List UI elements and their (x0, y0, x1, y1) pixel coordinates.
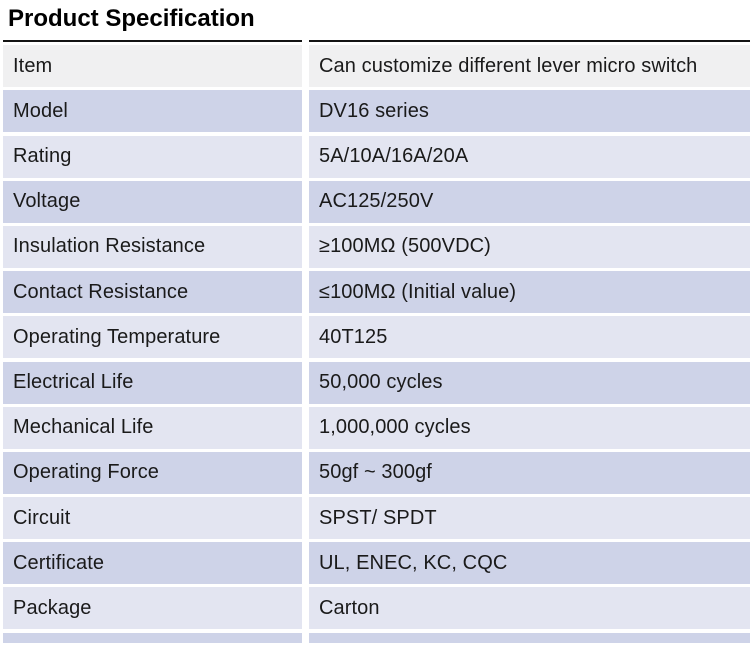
table-row-clipped (3, 632, 750, 643)
table-row-electrical-life: Electrical Life 50,000 cycles (3, 361, 750, 404)
spec-value: DV16 series (309, 90, 750, 133)
spec-label: Package (3, 587, 302, 630)
spec-value: 50,000 cycles (309, 361, 750, 404)
spec-value: SPST/ SPDT (309, 497, 750, 540)
spec-label: Model (3, 90, 302, 133)
spec-label: Circuit (3, 497, 302, 540)
table-row-insulation-resistance: Insulation Resistance ≥100MΩ (500VDC) (3, 225, 750, 268)
spec-label: Certificate (3, 542, 302, 585)
spec-value (309, 632, 750, 643)
spec-label: Mechanical Life (3, 406, 302, 449)
spec-label: Operating Force (3, 451, 302, 494)
table-row-operating-temperature: Operating Temperature 40T125 (3, 316, 750, 359)
page: Product Specification Item Can customize… (0, 5, 754, 643)
table-row-certificate: Certificate UL, ENEC, KC, CQC (3, 542, 750, 585)
spec-value: 5A/10A/16A/20A (309, 135, 750, 178)
table-row-package: Package Carton (3, 587, 750, 630)
spec-value: 40T125 (309, 316, 750, 359)
spec-label: Insulation Resistance (3, 225, 302, 268)
table-row-contact-resistance: Contact Resistance ≤100MΩ (Initial value… (3, 271, 750, 314)
spec-label: Contact Resistance (3, 271, 302, 314)
spec-value: AC125/250V (309, 180, 750, 223)
spec-value: ≤100MΩ (Initial value) (309, 271, 750, 314)
spec-value: Can customize different lever micro swit… (309, 45, 750, 88)
spec-label: Voltage (3, 180, 302, 223)
spec-label: Rating (3, 135, 302, 178)
table-row-circuit: Circuit SPST/ SPDT (3, 497, 750, 540)
spec-label: Item (3, 45, 302, 88)
table-row-voltage: Voltage AC125/250V (3, 180, 750, 223)
table-row-mechanical-life: Mechanical Life 1,000,000 cycles (3, 406, 750, 449)
spec-value: Carton (309, 587, 750, 630)
page-title: Product Specification (8, 5, 255, 32)
top-border-left-segment (3, 40, 302, 42)
spec-value: UL, ENEC, KC, CQC (309, 542, 750, 585)
table-row-item: Item Can customize different lever micro… (3, 45, 750, 88)
spec-label (3, 632, 302, 643)
top-border-right-segment (309, 40, 750, 42)
spec-label: Operating Temperature (3, 316, 302, 359)
table-row-operating-force: Operating Force 50gf ~ 300gf (3, 451, 750, 494)
table-row-model: Model DV16 series (3, 90, 750, 133)
spec-value: 1,000,000 cycles (309, 406, 750, 449)
spec-table: Item Can customize different lever micro… (3, 40, 750, 643)
table-top-border (3, 40, 750, 42)
spec-value: 50gf ~ 300gf (309, 451, 750, 494)
spec-label: Electrical Life (3, 361, 302, 404)
spec-value: ≥100MΩ (500VDC) (309, 225, 750, 268)
table-row-rating: Rating 5A/10A/16A/20A (3, 135, 750, 178)
